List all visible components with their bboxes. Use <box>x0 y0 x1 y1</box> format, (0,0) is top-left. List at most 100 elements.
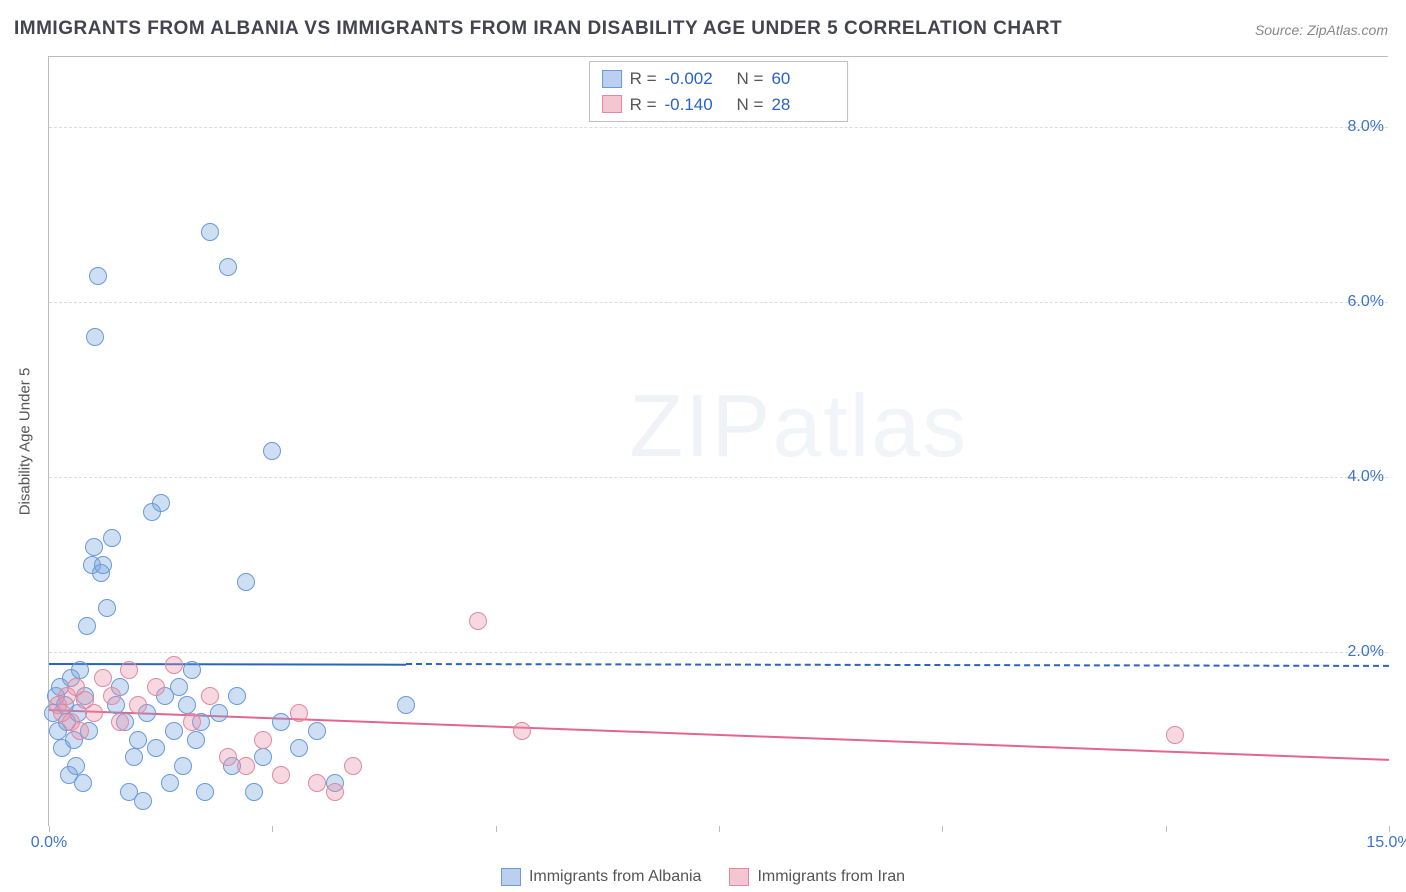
legend-label: Immigrants from Albania <box>529 868 702 886</box>
data-point-iran <box>272 766 290 784</box>
data-point-albania <box>78 617 96 635</box>
data-point-albania <box>85 538 103 556</box>
trendline-albania-solid <box>49 663 406 666</box>
correlation-stats-box: R = -0.002 N = 60 R = -0.140 N = 28 <box>589 61 849 122</box>
data-point-iran <box>237 757 255 775</box>
data-point-albania <box>125 748 143 766</box>
data-point-iran <box>254 731 272 749</box>
chart-title: IMMIGRANTS FROM ALBANIA VS IMMIGRANTS FR… <box>14 18 1062 40</box>
data-point-albania <box>152 494 170 512</box>
legend-label: Immigrants from Iran <box>757 868 905 886</box>
data-point-iran <box>1166 726 1184 744</box>
r-label: R = <box>630 92 657 118</box>
data-point-albania <box>170 678 188 696</box>
gridline <box>49 652 1388 653</box>
data-point-albania <box>201 223 219 241</box>
gridline <box>49 477 1388 478</box>
data-point-albania <box>397 696 415 714</box>
x-tick <box>1389 826 1390 832</box>
data-point-albania <box>74 774 92 792</box>
gridline <box>49 127 1388 128</box>
data-point-iran <box>290 704 308 722</box>
data-point-albania <box>272 713 290 731</box>
x-tick <box>496 826 497 832</box>
trendline-albania-dashed <box>406 663 1389 667</box>
data-point-albania <box>129 731 147 749</box>
n-value: 60 <box>771 66 835 92</box>
data-point-iran <box>94 669 112 687</box>
trendline-iran <box>49 709 1389 761</box>
y-tick-label: 4.0% <box>1348 468 1392 486</box>
data-point-albania <box>147 739 165 757</box>
data-point-iran <box>469 612 487 630</box>
data-point-albania <box>228 687 246 705</box>
data-point-albania <box>94 556 112 574</box>
y-tick-label: 8.0% <box>1348 118 1392 136</box>
data-point-iran <box>111 713 129 731</box>
data-point-albania <box>196 783 214 801</box>
data-point-iran <box>513 722 531 740</box>
data-point-albania <box>219 258 237 276</box>
data-point-albania <box>103 529 121 547</box>
data-point-albania <box>178 696 196 714</box>
data-point-albania <box>86 328 104 346</box>
data-point-iran <box>183 713 201 731</box>
n-value: 28 <box>771 92 835 118</box>
swatch-pink <box>729 868 749 886</box>
data-point-albania <box>161 774 179 792</box>
r-value: -0.002 <box>665 66 729 92</box>
data-point-albania <box>210 704 228 722</box>
x-tick <box>719 826 720 832</box>
x-tick-label: 0.0% <box>31 834 67 852</box>
watermark: ZIPatlas <box>629 375 968 477</box>
legend-item: Immigrants from Iran <box>729 868 905 886</box>
swatch-blue <box>501 868 521 886</box>
data-point-iran <box>308 774 326 792</box>
data-point-albania <box>254 748 272 766</box>
y-tick-label: 6.0% <box>1348 293 1392 311</box>
data-point-albania <box>89 267 107 285</box>
swatch-blue <box>602 70 622 88</box>
data-point-iran <box>71 722 89 740</box>
data-point-iran <box>147 678 165 696</box>
data-point-albania <box>174 757 192 775</box>
legend: Immigrants from Albania Immigrants from I… <box>0 868 1406 886</box>
data-point-albania <box>245 783 263 801</box>
data-point-albania <box>187 731 205 749</box>
scatter-plot-area: ZIPatlas R =-0.002N =60R =-0.140N =28 2.… <box>48 56 1388 826</box>
data-point-albania <box>98 599 116 617</box>
data-point-iran <box>103 687 121 705</box>
data-point-iran <box>326 783 344 801</box>
data-point-iran <box>219 748 237 766</box>
data-point-iran <box>129 696 147 714</box>
r-label: R = <box>630 66 657 92</box>
stats-row: R = -0.140 N = 28 <box>602 92 836 118</box>
x-tick <box>942 826 943 832</box>
swatch-pink <box>602 95 622 113</box>
data-point-albania <box>67 757 85 775</box>
data-point-albania <box>290 739 308 757</box>
data-point-albania <box>308 722 326 740</box>
stats-row: R = -0.002 N = 60 <box>602 66 836 92</box>
x-tick <box>49 826 50 832</box>
data-point-albania <box>237 573 255 591</box>
data-point-iran <box>120 661 138 679</box>
data-point-albania <box>165 722 183 740</box>
y-axis-label: Disability Age Under 5 <box>10 56 40 826</box>
data-point-albania <box>183 661 201 679</box>
n-label: N = <box>737 92 764 118</box>
x-tick <box>272 826 273 832</box>
data-point-iran <box>201 687 219 705</box>
data-point-iran <box>165 656 183 674</box>
data-point-iran <box>85 704 103 722</box>
legend-item: Immigrants from Albania <box>501 868 702 886</box>
n-label: N = <box>737 66 764 92</box>
data-point-iran <box>344 757 362 775</box>
y-tick-label: 2.0% <box>1348 643 1392 661</box>
r-value: -0.140 <box>665 92 729 118</box>
source-attribution: Source: ZipAtlas.com <box>1255 22 1388 38</box>
data-point-albania <box>263 442 281 460</box>
gridline <box>49 302 1388 303</box>
x-tick <box>1166 826 1167 832</box>
x-tick-label: 15.0% <box>1366 834 1406 852</box>
